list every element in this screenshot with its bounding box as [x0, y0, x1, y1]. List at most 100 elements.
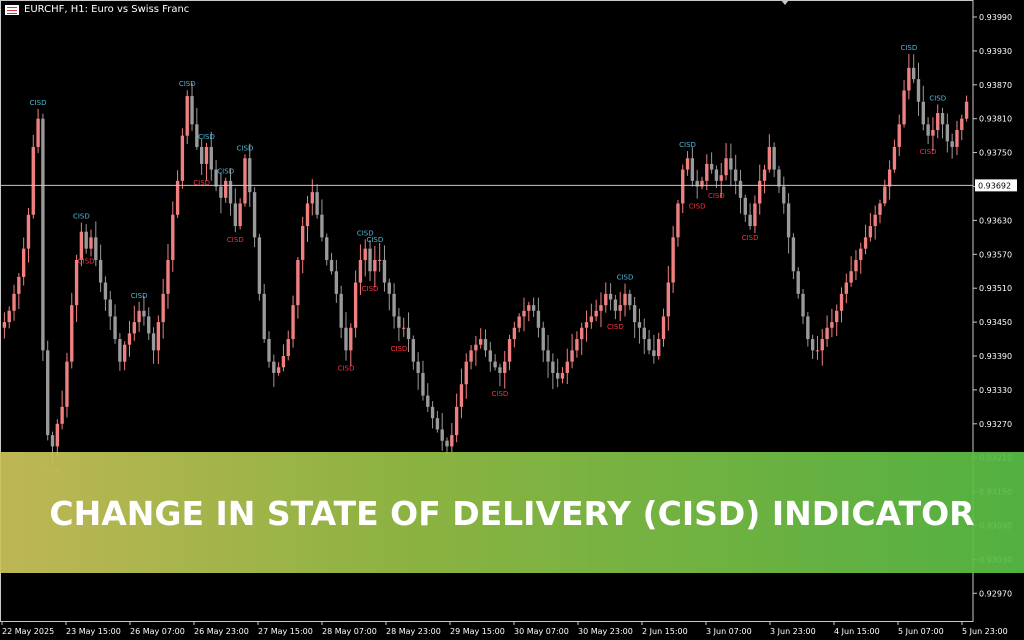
- candle-body: [411, 339, 416, 362]
- candle-body: [594, 310, 598, 317]
- candle-body: [955, 130, 959, 147]
- candle-body: [479, 339, 483, 345]
- candle-body: [791, 237, 796, 272]
- cisd-bear-label: CISD: [227, 236, 244, 244]
- candle-body: [301, 226, 305, 260]
- candle-body: [849, 271, 853, 283]
- candle-body: [185, 96, 189, 136]
- candle-body: [377, 259, 382, 261]
- candle-body: [118, 339, 122, 362]
- candle-body: [570, 350, 574, 362]
- candle-body: [940, 113, 945, 125]
- time-tick-label: 28 May 23:00: [386, 627, 441, 636]
- candle-body: [373, 259, 377, 272]
- cisd-bull-label: CISD: [929, 94, 946, 102]
- candle-body: [272, 361, 276, 373]
- time-tick-label: 23 May 15:00: [66, 627, 121, 636]
- candle-body: [647, 339, 651, 351]
- candle-body: [604, 293, 608, 306]
- cisd-bear-label: CISD: [338, 365, 355, 373]
- price-tick-label: 0.93510: [979, 284, 1012, 293]
- shift-marker-icon: [781, 0, 789, 5]
- candle-body: [454, 406, 459, 436]
- candle-body: [74, 259, 79, 306]
- candle-body: [156, 322, 161, 351]
- candle-body: [36, 118, 40, 147]
- candle-body: [127, 333, 132, 345]
- candle-body: [729, 158, 733, 170]
- candle-body: [171, 214, 175, 260]
- candle-body: [180, 135, 185, 181]
- candle-body: [815, 350, 820, 352]
- candle-body: [440, 429, 444, 441]
- cisd-bear-label: CISD: [193, 179, 210, 187]
- candle-body: [31, 146, 35, 215]
- candle-body: [435, 418, 440, 430]
- cisd-bull-label: CISD: [131, 292, 148, 300]
- candle-body: [315, 192, 319, 215]
- candle-body: [94, 237, 98, 260]
- candle-body: [705, 163, 709, 181]
- candle-body: [690, 158, 695, 181]
- candle-body: [681, 169, 685, 204]
- time-tick-label: 3 Jun 07:00: [706, 627, 752, 636]
- candle-body: [286, 339, 290, 356]
- candle-body: [320, 214, 324, 238]
- chart-title: EURCHF, H1: Euro vs Swiss Franc: [24, 4, 190, 15]
- candle-body: [907, 67, 911, 91]
- candle-body: [291, 305, 295, 340]
- candle-body: [70, 305, 74, 362]
- candle-body: [921, 101, 925, 125]
- candle-body: [224, 180, 228, 198]
- candle-body: [522, 310, 526, 317]
- candle-body: [772, 146, 776, 170]
- candle-body: [589, 316, 594, 323]
- candle-body: [2, 322, 7, 328]
- price-tick-label: 0.93630: [979, 216, 1012, 225]
- candle-body: [122, 344, 127, 362]
- candle-body: [238, 203, 242, 227]
- candle-body: [652, 350, 656, 356]
- candle-body: [209, 146, 213, 170]
- candle-body: [897, 124, 901, 147]
- cisd-bear-label: CISD: [391, 345, 408, 353]
- candle-body: [661, 316, 666, 340]
- candle-body: [758, 180, 762, 204]
- candle-body: [142, 310, 146, 317]
- candle-body: [796, 271, 800, 294]
- cisd-bear-label: CISD: [708, 192, 725, 200]
- candle-body: [580, 327, 584, 340]
- candle-body: [98, 259, 103, 283]
- candle-body: [262, 293, 266, 340]
- candle-body: [344, 327, 348, 351]
- candle-body: [132, 322, 136, 334]
- candle-body: [584, 322, 589, 328]
- candle-body: [334, 271, 339, 294]
- candle-body: [560, 372, 565, 379]
- candle-body: [450, 435, 454, 447]
- candle-body: [733, 169, 738, 181]
- candle-body: [7, 310, 11, 323]
- candle-body: [363, 248, 367, 260]
- candle-body: [503, 361, 507, 373]
- candle-body: [488, 350, 492, 362]
- candle-body: [911, 67, 916, 80]
- cisd-bull-label: CISD: [179, 80, 196, 88]
- candle-body: [392, 293, 396, 317]
- candle-body: [228, 180, 233, 204]
- candle-body: [175, 180, 180, 215]
- candle-body: [931, 130, 935, 136]
- time-tick-label: 22 May 2025: [2, 627, 54, 636]
- candle-body: [21, 248, 26, 277]
- price-tick-label: 0.93570: [979, 250, 1012, 259]
- candle-body: [743, 197, 747, 215]
- candle-body: [512, 327, 517, 340]
- candle-body: [137, 310, 141, 323]
- candle-body: [60, 406, 64, 424]
- candle-body: [469, 350, 473, 362]
- cisd-bear-label: CISD: [492, 390, 509, 398]
- candle-body: [406, 327, 411, 340]
- candle-body: [474, 344, 478, 351]
